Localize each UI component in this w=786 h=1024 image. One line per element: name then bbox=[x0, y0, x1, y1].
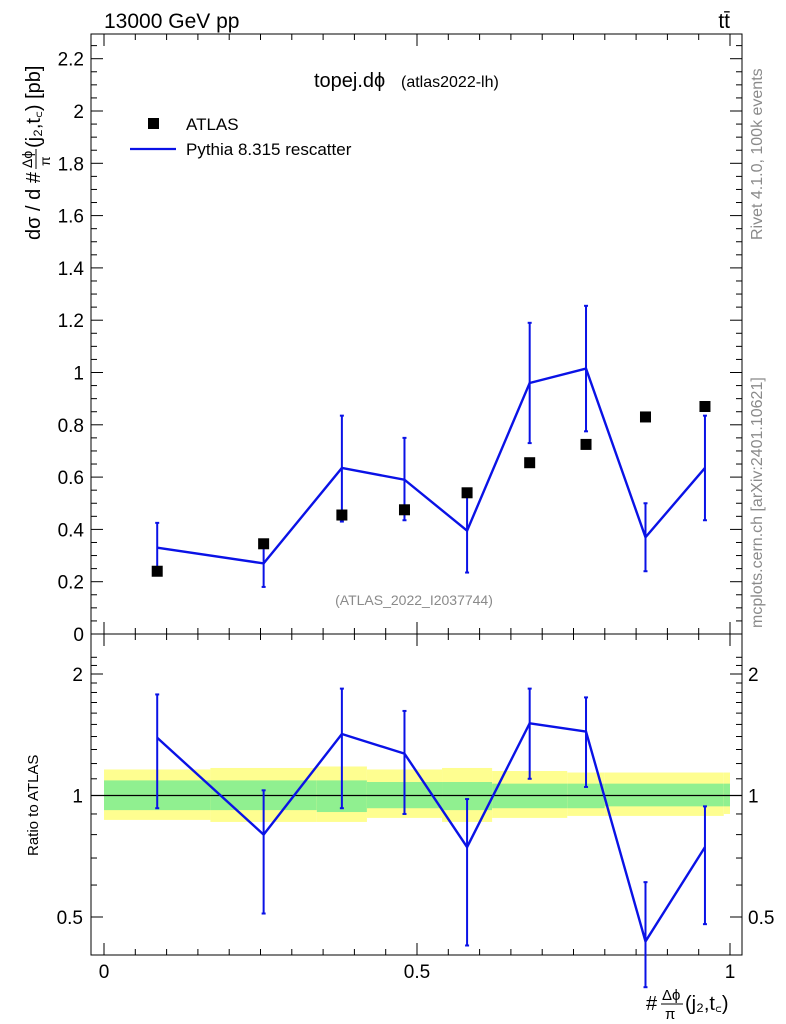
main-axes: 0 0.2 0.4 0.6 0.8 1 1.2 1.4 1.6 1.8 2 2.2 bbox=[58, 33, 743, 646]
main-ytick-label: 1.4 bbox=[58, 259, 85, 280]
atlas-point bbox=[580, 438, 592, 450]
mcplots-label: mcplots.cern.ch [arXiv:2401.10621] bbox=[749, 377, 766, 628]
chart-subtitle: (atlas2022-lh) bbox=[401, 74, 499, 91]
main-ytick-label: 0.4 bbox=[58, 520, 85, 541]
ratio-ytick-label: 1 bbox=[72, 787, 83, 808]
xlabel: # Δϕ π (j₂,t꜀) bbox=[646, 987, 729, 1023]
ratio-ytick-label: 2 bbox=[72, 665, 83, 686]
main-ytick-label: 1.8 bbox=[58, 154, 84, 175]
legend-atlas-label: ATLAS bbox=[186, 115, 239, 134]
main-ytick-label: 0.8 bbox=[58, 416, 84, 437]
main-ytick-label: 0.2 bbox=[58, 573, 84, 594]
chart-title: topej.dϕ bbox=[314, 70, 385, 92]
ratio-ytick-label-right: 2 bbox=[748, 665, 759, 686]
main-ylabel: dσ / d # Δϕ π (j₂,t꜀) [pb] bbox=[19, 66, 53, 240]
ratio-mc-line bbox=[156, 721, 706, 945]
xlabel-prefix: # bbox=[646, 993, 658, 1015]
ratio-ytick-label: 0.5 bbox=[57, 908, 83, 929]
xlabel-suffix: (j₂,t꜀) bbox=[685, 993, 729, 1015]
main-ytick-label: 1 bbox=[73, 364, 84, 385]
atlas-point bbox=[639, 411, 651, 423]
main-ytick-label: 1.6 bbox=[58, 207, 84, 228]
atlas-point bbox=[398, 504, 410, 516]
atlas-point bbox=[336, 509, 348, 521]
main-ytick-label: 2.2 bbox=[58, 50, 84, 71]
main-marks bbox=[151, 304, 711, 588]
main-ylabel-prefix: dσ / d # bbox=[23, 171, 45, 240]
ratio-xtick-label: 0.5 bbox=[404, 962, 430, 983]
main-ytick-label: 0.6 bbox=[58, 468, 84, 489]
ratio-xtick-label: 0 bbox=[99, 962, 110, 983]
main-ytick-label: 1.2 bbox=[58, 311, 84, 332]
main-ytick-label: 2 bbox=[73, 102, 84, 123]
main-ylabel-num: Δϕ bbox=[19, 151, 35, 168]
legend-atlas-marker bbox=[148, 118, 159, 129]
atlas-point bbox=[461, 487, 473, 499]
ratio-marks bbox=[155, 687, 707, 989]
process-label: tt̄ bbox=[718, 10, 730, 33]
main-ytick-label: 0 bbox=[73, 625, 84, 646]
mc-line bbox=[157, 367, 706, 565]
xlabel-num: Δϕ bbox=[662, 987, 680, 1004]
ratio-ylabel: Ratio to ATLAS bbox=[25, 755, 42, 856]
atlas-point bbox=[151, 565, 163, 577]
main-ylabel-den: π bbox=[37, 156, 53, 166]
ratio-ytick-label-right: 0.5 bbox=[748, 908, 774, 929]
xlabel-den: π bbox=[665, 1006, 675, 1023]
ratio-ytick-label-right: 1 bbox=[748, 787, 759, 808]
rivet-label: Rivet 4.1.0, 100k events bbox=[749, 68, 766, 240]
energy-label: 13000 GeV pp bbox=[104, 10, 239, 33]
analysis-watermark: (ATLAS_2022_I2037744) bbox=[335, 592, 493, 608]
main-ylabel-suffix: (j₂,t꜀) [pb] bbox=[23, 66, 45, 148]
atlas-point bbox=[258, 538, 270, 550]
atlas-point bbox=[524, 457, 536, 469]
legend-mc-label: Pythia 8.315 rescatter bbox=[186, 140, 352, 159]
ratio-axes: 0.5 0.5 1 1 2 2 0 0.5 1 bbox=[57, 633, 774, 983]
atlas-point bbox=[699, 400, 711, 412]
ratio-xtick-label: 1 bbox=[725, 962, 736, 983]
